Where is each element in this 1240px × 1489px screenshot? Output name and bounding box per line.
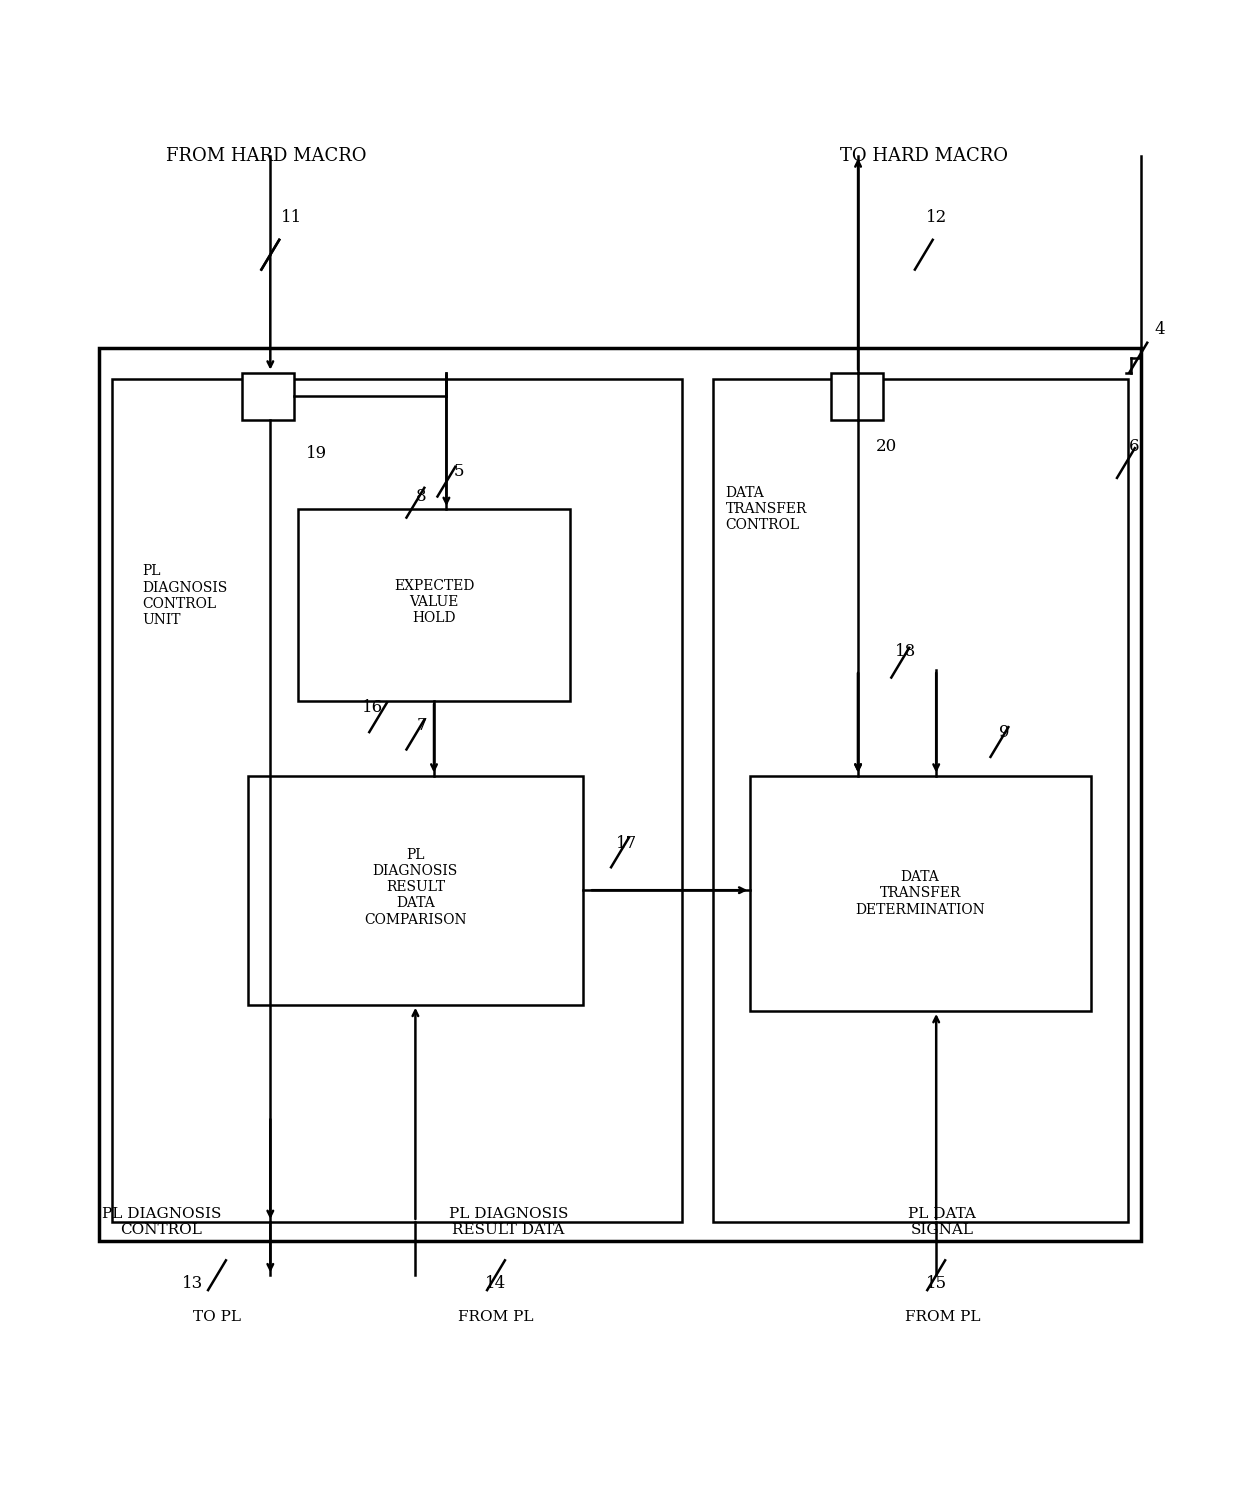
Text: 8: 8 [417,488,427,505]
Bar [112,378,682,1222]
Text: PL DIAGNOSIS
RESULT DATA: PL DIAGNOSIS RESULT DATA [449,1206,568,1237]
Text: 14: 14 [485,1276,507,1292]
Text: TO PL: TO PL [193,1310,241,1324]
Text: FROM PL: FROM PL [459,1310,533,1324]
Text: FROM HARD MACRO: FROM HARD MACRO [166,146,367,164]
Text: PL DIAGNOSIS
CONTROL: PL DIAGNOSIS CONTROL [102,1206,221,1237]
Bar [298,509,570,701]
Text: 16: 16 [361,698,383,716]
Bar [248,776,583,1005]
Text: 15: 15 [925,1276,947,1292]
Text: EXPECTED
VALUE
HOLD: EXPECTED VALUE HOLD [394,579,474,625]
Text: 13: 13 [181,1276,203,1292]
Bar [99,348,1141,1240]
Text: 18: 18 [894,643,916,660]
Text: 5: 5 [454,463,464,479]
Bar [750,776,1091,1011]
Text: 6: 6 [1130,438,1140,456]
Text: DATA
TRANSFER
DETERMINATION: DATA TRANSFER DETERMINATION [856,870,985,917]
Text: DATA
TRANSFER
CONTROL: DATA TRANSFER CONTROL [725,485,807,532]
Text: FROM PL: FROM PL [905,1310,980,1324]
Text: 11: 11 [280,208,303,226]
Bar [831,372,883,420]
Bar [242,372,294,420]
Text: 12: 12 [925,208,947,226]
Text: 17: 17 [615,835,637,852]
Bar [713,378,1128,1222]
Text: 9: 9 [999,724,1009,740]
Text: 4: 4 [1154,320,1164,338]
Text: 19: 19 [305,445,327,462]
Text: TO HARD MACRO: TO HARD MACRO [839,146,1008,164]
Text: 20: 20 [875,438,898,456]
Text: PL DATA
SIGNAL: PL DATA SIGNAL [909,1206,976,1237]
Text: 7: 7 [417,718,427,734]
Text: PL
DIAGNOSIS
RESULT
DATA
COMPARISON: PL DIAGNOSIS RESULT DATA COMPARISON [365,847,466,926]
Text: PL
DIAGNOSIS
CONTROL
UNIT: PL DIAGNOSIS CONTROL UNIT [143,564,228,627]
